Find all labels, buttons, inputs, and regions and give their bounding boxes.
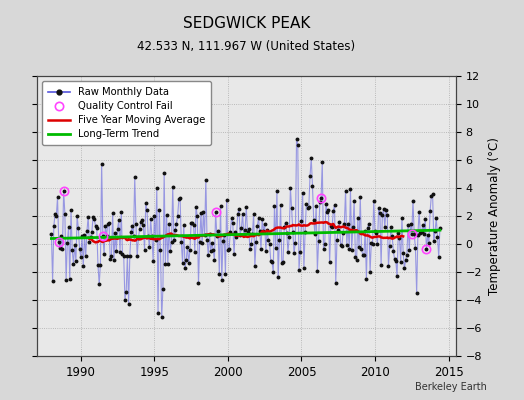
Legend: Raw Monthly Data, Quality Control Fail, Five Year Moving Average, Long-Term Tren: Raw Monthly Data, Quality Control Fail, … (42, 81, 211, 145)
Text: SEDGWICK PEAK: SEDGWICK PEAK (182, 16, 310, 31)
Text: Berkeley Earth: Berkeley Earth (416, 382, 487, 392)
Text: 42.533 N, 111.967 W (United States): 42.533 N, 111.967 W (United States) (137, 40, 355, 53)
Y-axis label: Temperature Anomaly (°C): Temperature Anomaly (°C) (488, 137, 500, 295)
